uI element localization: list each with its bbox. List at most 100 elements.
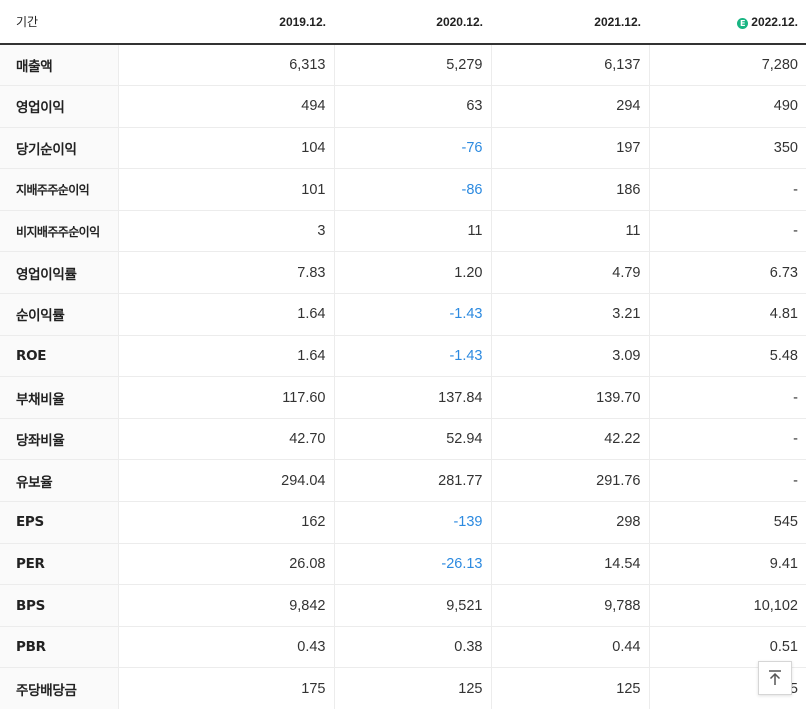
table-body: 매출액 6,313 5,279 6,137 7,280 영업이익 494 63 294 490 당기… [0, 44, 806, 709]
table-cell: 14.54 [490, 543, 649, 586]
row-label: BPS [0, 584, 118, 627]
table-cell: 294.04 [117, 459, 334, 503]
table-cell: 6,137 [490, 44, 649, 87]
table-cell: -76 [333, 127, 491, 170]
table-cell: 63 [333, 85, 491, 128]
table-cell: 4.81 [648, 293, 806, 336]
table-row: 유보율 294.04 281.77 291.76- [0, 459, 806, 503]
row-label: PER [0, 543, 118, 586]
table-row: 영업이익 494 63 294 490 [0, 85, 806, 128]
table-cell: 42.22 [490, 418, 649, 461]
row-label: ROE [0, 335, 118, 378]
table-cell: -86 [333, 168, 491, 211]
scroll-to-top-button[interactable] [758, 661, 792, 695]
table-cell: 3.21 [490, 293, 649, 336]
table-cell: 104 [117, 127, 334, 170]
table-cell: 5.48 [648, 335, 806, 378]
table-cell: 1.64 [117, 335, 334, 378]
column-header-2019: 2019.12. [118, 0, 334, 45]
table-cell: 137.84 [333, 376, 491, 419]
table-cell: 6,313 [117, 44, 334, 87]
table-cell: 9,842 [117, 584, 334, 627]
arrow-up-to-top-icon [769, 670, 781, 685]
table-cell: 298 [490, 501, 649, 544]
table-cell: 175 [117, 667, 334, 709]
table-cell: 350 [648, 127, 806, 170]
table-cell: 0.44 [490, 626, 649, 669]
period-header: 기간 [0, 0, 118, 45]
table-cell: - [648, 168, 806, 211]
column-header-2020: 2020.12. [334, 0, 491, 45]
table-cell: 10,102 [648, 584, 806, 627]
table-row: 부채비율 117.60 137.84 139.70- [0, 376, 806, 419]
table-cell: 1.20 [333, 251, 491, 295]
table-cell: 42.70 [117, 418, 334, 461]
row-label: 부채비율 [0, 376, 118, 419]
row-label: 영업이익률 [0, 251, 118, 295]
row-label: 비지배주주순이익 [0, 210, 118, 253]
table-cell: - [648, 459, 806, 503]
table-row: 당좌비율 42.70 52.94 42.22- [0, 418, 806, 461]
table-cell: 11 [490, 210, 649, 253]
table-cell: 125 [333, 667, 491, 709]
table-row: 비지배주주순이익 3 11 11- [0, 210, 806, 253]
table-cell: 186 [490, 168, 649, 211]
table-cell: 101 [117, 168, 334, 211]
table-cell: 9,521 [333, 584, 491, 627]
table-cell: 197 [490, 127, 649, 170]
table-row: PER 26.08 -26.13 14.54 9.41 [0, 543, 806, 586]
table-cell: 1.64 [117, 293, 334, 336]
table-cell: 490 [648, 85, 806, 128]
table-cell: - [648, 418, 806, 461]
table-cell: - [648, 210, 806, 253]
table-cell: 291.76 [490, 459, 649, 503]
header-row: 기간 2019.12. 2020.12. 2021.12. E 2022.12. [0, 0, 806, 45]
table-cell: 52.94 [333, 418, 491, 461]
table-row: 지배주주순이익 101 -86 186- [0, 168, 806, 211]
table-cell: 5,279 [333, 44, 491, 87]
table-cell: 3.09 [490, 335, 649, 378]
table-cell: 26.08 [117, 543, 334, 586]
table-row: BPS 9,842 9,521 9,788 10,102 [0, 584, 806, 627]
row-label: PBR [0, 626, 118, 669]
table-row: PBR 0.43 0.38 0.44 0.51 [0, 626, 806, 669]
table-cell: -139 [333, 501, 491, 544]
row-label: 매출액 [0, 44, 118, 87]
table-cell: - [648, 376, 806, 419]
table-row: 매출액 6,313 5,279 6,137 7,280 [0, 44, 806, 87]
row-label: 당기순이익 [0, 127, 118, 170]
row-label: EPS [0, 501, 118, 544]
table-cell: 139.70 [490, 376, 649, 419]
table-cell: 11 [333, 210, 491, 253]
table-cell: 494 [117, 85, 334, 128]
table-row: EPS 162 -139 298 545 [0, 501, 806, 544]
row-label: 지배주주순이익 [0, 168, 118, 211]
row-label: 영업이익 [0, 85, 118, 128]
estimate-badge-icon: E [737, 17, 749, 29]
column-header-2021: 2021.12. [491, 0, 649, 45]
table-cell: -1.43 [333, 335, 491, 378]
row-label: 당좌비율 [0, 418, 118, 461]
table-cell: 4.79 [490, 251, 649, 295]
row-label: 유보율 [0, 459, 118, 503]
table-row: 영업이익률 7.83 1.20 4.79 6.73 [0, 251, 806, 295]
table-row: 주당배당금 175 125 125 5 [0, 667, 806, 709]
table-cell: 294 [490, 85, 649, 128]
table-cell: 0.38 [333, 626, 491, 669]
table-row: 순이익률 1.64 -1.43 3.21 4.81 [0, 293, 806, 336]
table-cell: -26.13 [333, 543, 491, 586]
table-cell: 9.41 [648, 543, 806, 586]
column-header-2022-estimate: E 2022.12. [649, 0, 806, 45]
table-cell: 545 [648, 501, 806, 544]
table-cell: 9,788 [490, 584, 649, 627]
row-label: 주당배당금 [0, 667, 118, 709]
table-cell: 117.60 [117, 376, 334, 419]
column-header-2022-label: 2022.12. [751, 14, 798, 29]
table-cell: 0.43 [117, 626, 334, 669]
table-cell: 6.73 [648, 251, 806, 295]
table-row: ROE 1.64 -1.43 3.09 5.48 [0, 335, 806, 378]
table-cell: 7.83 [117, 251, 334, 295]
table-cell: -1.43 [333, 293, 491, 336]
table-cell: 7,280 [648, 44, 806, 87]
